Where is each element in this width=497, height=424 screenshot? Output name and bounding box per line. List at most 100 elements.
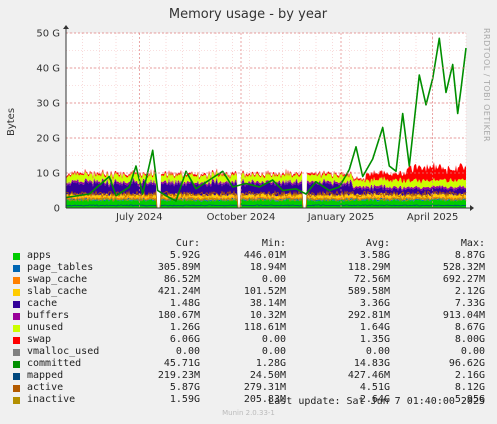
header-cur: Cur: [175, 238, 200, 249]
legend-avg-value: 2.64G [359, 394, 390, 405]
legend-max-value: 8.12G [454, 382, 485, 393]
legend-max-value: 0.00 [460, 346, 485, 357]
legend-series-name: unused [27, 322, 64, 333]
legend-max-value: 7.33G [454, 298, 485, 309]
legend-max-value: 2.16G [454, 370, 485, 381]
legend-row-swap-cache: swap_cache 86.52M 0.00 72.56M 692.27M [0, 274, 497, 286]
legend-min-value: 10.32M [249, 310, 286, 321]
legend-cur-value: 1.48G [169, 298, 200, 309]
legend-avg-value: 292.81M [347, 310, 390, 321]
committed-line-layer [65, 37, 467, 202]
legend-series-name: mapped [27, 370, 64, 381]
area-band-unused [66, 169, 466, 208]
legend-series-name: cache [27, 298, 58, 309]
area-band-swap [66, 161, 466, 208]
legend-swatch [13, 253, 20, 260]
x-tick-label: July 2024 [115, 212, 163, 223]
legend-series-name: page_tables [27, 262, 94, 273]
legend-avg-value: 72.56M [353, 274, 390, 285]
legend-cur-value: 5.92G [169, 250, 200, 261]
active-line [65, 189, 467, 209]
y-tick-label: 40 G [36, 64, 60, 75]
legend-row-vmalloc-used: vmalloc_used 0.00 0.00 0.00 0.00 [0, 346, 497, 358]
axes: 0 10 G 20 G 30 G 40 G 50 G July 2024 October 20… [36, 25, 474, 223]
legend-cur-value: 219.23M [157, 370, 200, 381]
header-min: Min: [261, 238, 286, 249]
legend-swatch [13, 349, 20, 356]
y-tick-label: 50 G [36, 29, 60, 40]
legend-max-value: 692.27M [442, 274, 485, 285]
x-axis-arrow [470, 205, 474, 211]
legend-row-cache: cache 1.48G 38.14M 3.36G 7.33G [0, 298, 497, 310]
legend-avg-value: 427.46M [347, 370, 390, 381]
y-tick-label: 20 G [36, 134, 60, 145]
legend-swatch [13, 385, 20, 392]
mapped-line [65, 204, 467, 209]
last-update: Last update: Sat Jun 7 01:40:00 2025 [268, 396, 485, 407]
legend-min-value: 1.28G [255, 358, 286, 369]
legend-row-committed: committed 45.71G 1.28G 14.83G 96.62G [0, 358, 497, 370]
legend-swatch [13, 337, 20, 344]
legend-cur-value: 45.71G [163, 358, 200, 369]
memory-chart: Memory usage - by year Bytes RRDTOOL / T… [6, 7, 491, 223]
legend-row-swap: swap 6.06G 0.00 1.35G 8.00G [0, 334, 497, 346]
legend-max-value: 8.87G [454, 250, 485, 261]
legend-avg-value: 1.35G [359, 334, 390, 345]
legend-cur-value: 421.24M [157, 286, 200, 297]
legend-swatch [13, 289, 20, 296]
legend-swatch [13, 265, 20, 272]
legend: Cur: Min: Avg: Max: apps 5.92G 446.01M 3.58… [0, 238, 497, 406]
legend-rows: apps 5.92G 446.01M 3.58G 8.87G page_tables 305… [0, 250, 497, 406]
legend-row-buffers: buffers 180.67M 10.32M 292.81M 913.04M [0, 310, 497, 322]
chart-title: Memory usage - by year [169, 7, 328, 22]
legend-cur-value: 5.87G [169, 382, 200, 393]
legend-series-name: committed [27, 358, 82, 369]
legend-cur-value: 1.26G [169, 322, 200, 333]
legend-row-apps: apps 5.92G 446.01M 3.58G 8.87G [0, 250, 497, 262]
legend-row-page-tables: page_tables 305.89M 18.94M 118.29M 528.32M [0, 262, 497, 274]
legend-avg-value: 3.36G [359, 298, 390, 309]
y-axis-arrow [63, 25, 69, 29]
legend-min-value: 38.14M [249, 298, 286, 309]
legend-max-value: 8.67G [454, 322, 485, 333]
inactive-line [65, 196, 467, 209]
legend-min-value: 24.50M [249, 370, 286, 381]
legend-row-mapped: mapped 219.23M 24.50M 427.46M 2.16G [0, 370, 497, 382]
legend-min-value: 18.94M [249, 262, 286, 273]
legend-avg-value: 3.58G [359, 250, 390, 261]
y-tick-label: 30 G [36, 99, 60, 110]
legend-swatch [13, 361, 20, 368]
legend-row-inactive: inactive 1.59G 205.83M 2.64G 5.95G [0, 394, 497, 406]
committed-line [65, 37, 467, 202]
legend-swatch [13, 325, 20, 332]
legend-swatch [13, 397, 20, 404]
legend-series-name: inactive [27, 394, 76, 405]
legend-cur-value: 305.89M [157, 262, 200, 273]
header-max: Max: [460, 238, 485, 249]
legend-min-value: 118.61M [243, 322, 286, 333]
y-tick-label: 0 [54, 204, 60, 215]
y-tick-label: 10 G [36, 169, 60, 180]
legend-row-slab-cache: slab_cache 421.24M 101.52M 589.58M 2.12G [0, 286, 497, 298]
legend-series-name: buffers [27, 310, 70, 321]
legend-series-name: swap [27, 334, 52, 345]
legend-series-name: swap_cache [27, 274, 88, 285]
legend-swatch [13, 277, 20, 284]
header-avg: Avg: [365, 238, 390, 249]
legend-min-value: 0.00 [261, 346, 286, 357]
legend-series-name: apps [27, 250, 52, 261]
x-tick-label: October 2024 [207, 212, 276, 223]
legend-row-unused: unused 1.26G 118.61M 1.64G 8.67G [0, 322, 497, 334]
legend-min-value: 0.00 [261, 274, 286, 285]
area-band-swap-cache [66, 195, 466, 208]
legend-max-value: 2.12G [454, 286, 485, 297]
legend-avg-value: 1.64G [359, 322, 390, 333]
legend-series-name: active [27, 382, 64, 393]
legend-cur-value: 86.52M [163, 274, 200, 285]
legend-min-value: 101.52M [243, 286, 286, 297]
x-tick-label: April 2025 [407, 212, 458, 223]
legend-min-value: 279.31M [243, 382, 286, 393]
legend-swatch [13, 313, 20, 320]
legend-cur-value: 0.00 [175, 346, 200, 357]
legend-max-value: 96.62G [448, 358, 485, 369]
